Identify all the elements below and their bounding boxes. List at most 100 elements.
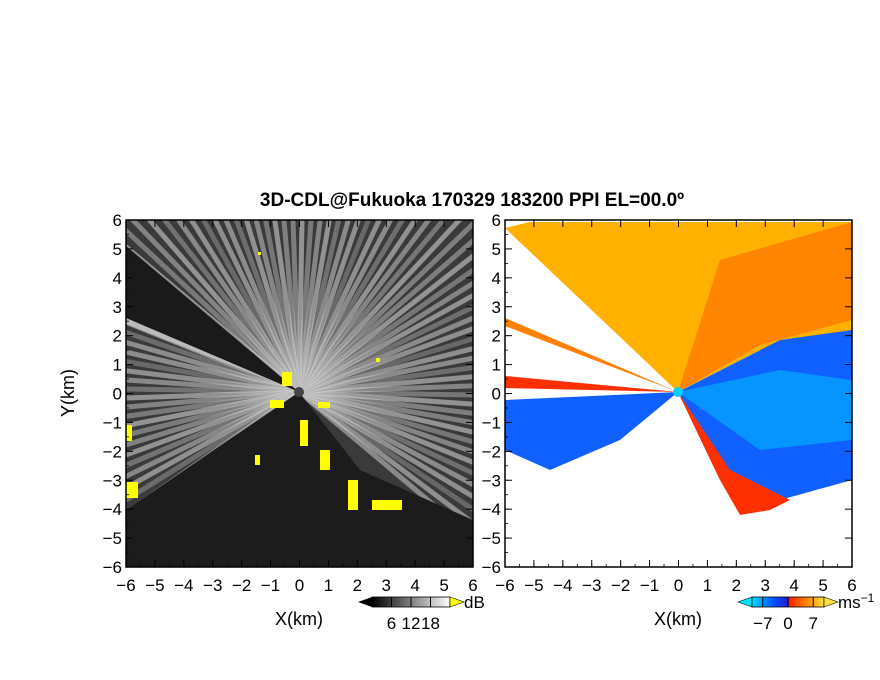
intensity-ray	[233, 220, 302, 393]
intensity-ray	[296, 220, 372, 393]
x-tick-label: 0	[295, 576, 304, 595]
intensity-ray	[161, 220, 301, 394]
intensity-ray	[263, 220, 302, 393]
x-tick-label: −5	[524, 576, 543, 595]
intensity-ray	[200, 220, 302, 394]
x-tick-label: 4	[410, 576, 419, 595]
intensity-ray	[298, 389, 473, 426]
x-tick-label: 3	[382, 576, 391, 595]
overflow-patch	[282, 372, 292, 386]
y-tick-label: 3	[113, 298, 122, 317]
intensity-ray	[126, 389, 301, 491]
y-tick-label: 4	[113, 269, 122, 288]
x-tick-label: −1	[261, 576, 280, 595]
intensity-ray	[297, 280, 473, 395]
intensity-ray	[126, 389, 300, 429]
intensity-ray	[126, 377, 300, 395]
intensity-ray	[297, 389, 473, 500]
y-tick-label: 5	[492, 240, 501, 259]
intensity-colorbar-overflow	[449, 596, 465, 608]
intensity-ray	[297, 389, 473, 476]
intensity-ray	[272, 220, 302, 393]
y-tick-label: 4	[492, 269, 501, 288]
y-tick-label: −6	[103, 558, 122, 577]
intensity-ray	[126, 389, 300, 438]
overflow-patch	[318, 402, 330, 408]
intensity-ray	[298, 315, 473, 395]
intensity-ray	[188, 220, 302, 394]
x-tick-label: −4	[174, 576, 193, 595]
overflow-patch	[270, 400, 284, 408]
x-tick-label: −2	[232, 576, 251, 595]
y-tick-label: 2	[113, 327, 122, 346]
intensity-ray	[296, 220, 351, 393]
intensity-ray	[297, 292, 473, 395]
intensity-ray	[297, 390, 473, 527]
overflow-patch	[372, 500, 402, 510]
y-tick-label: −4	[482, 500, 501, 519]
x-tick-label: 3	[761, 576, 770, 595]
intensity-ray	[126, 339, 300, 395]
dark-wedge-nw	[126, 246, 299, 392]
y-tick-label: −2	[103, 442, 122, 461]
intensity-ray	[146, 220, 301, 394]
y-tick-label: −4	[103, 500, 122, 519]
intensity-ray	[126, 227, 301, 394]
colorbar-tick-label: 18	[421, 614, 440, 633]
bright-beam-west	[126, 318, 299, 392]
x-tick-label: −6	[116, 576, 135, 595]
intensity-ray	[298, 389, 473, 445]
x-tick-label: 6	[847, 576, 856, 595]
velocity-colorbar: −7 0 7 ms−1	[737, 591, 875, 633]
intensity-ray	[126, 389, 300, 401]
colorbar-tick-label: 7	[808, 614, 817, 633]
intensity-ray	[298, 389, 473, 407]
intensity-ray	[129, 220, 301, 394]
intensity-ray	[126, 349, 300, 395]
intensity-overflow-patches	[126, 252, 402, 510]
overflow-patch	[376, 358, 380, 362]
intensity-ray	[298, 389, 473, 465]
y-tick-label: 0	[492, 385, 501, 404]
intensity-ray	[126, 389, 300, 469]
colorbar-tick-label: −7	[753, 614, 772, 633]
intensity-ray	[126, 389, 300, 448]
intensity-ray	[126, 386, 300, 395]
y-tick-label: 0	[113, 385, 122, 404]
colorbar-tick-label: 12	[402, 614, 421, 633]
overflow-patch	[126, 482, 138, 498]
x-axis-label-left: X(km)	[275, 609, 323, 629]
intensity-ray	[298, 326, 473, 395]
x-tick-label: 5	[818, 576, 827, 595]
intensity-ray	[297, 220, 447, 394]
y-tick-label: −2	[482, 442, 501, 461]
overflow-patch	[126, 425, 132, 441]
intensity-ray	[297, 267, 473, 395]
intensity-ray	[126, 389, 301, 480]
dark-wedge-s	[126, 392, 473, 567]
overflow-patch	[320, 450, 330, 470]
chart-title: 3D-CDL@Fukuoka 170329 183200 PPI EL=00.0…	[260, 190, 684, 211]
intensity-ray	[297, 237, 473, 394]
intensity-ray	[126, 368, 300, 395]
colorbar-tick-label: 6	[387, 614, 396, 633]
x-tick-label: 2	[353, 576, 362, 595]
intensity-ray	[298, 374, 473, 395]
intensity-ray	[126, 389, 301, 504]
intensity-panel	[126, 220, 473, 567]
y-tick-label: 6	[492, 211, 501, 230]
intensity-ray	[296, 220, 394, 394]
receding-beam-west	[505, 318, 678, 392]
intensity-ray	[297, 389, 473, 488]
intensity-ray	[175, 220, 302, 394]
receding-band-west	[505, 376, 678, 392]
radar-site-marker-velocity	[673, 387, 683, 397]
intensity-ray	[290, 220, 302, 393]
y-tick-label: −5	[482, 529, 501, 548]
y-tick-label: 1	[113, 356, 122, 375]
intensity-ray	[298, 383, 473, 395]
intensity-colorbar-ticks: 6 12 18	[387, 597, 440, 633]
x-axis-label-right: X(km)	[654, 609, 702, 629]
intensity-ray	[297, 390, 473, 542]
